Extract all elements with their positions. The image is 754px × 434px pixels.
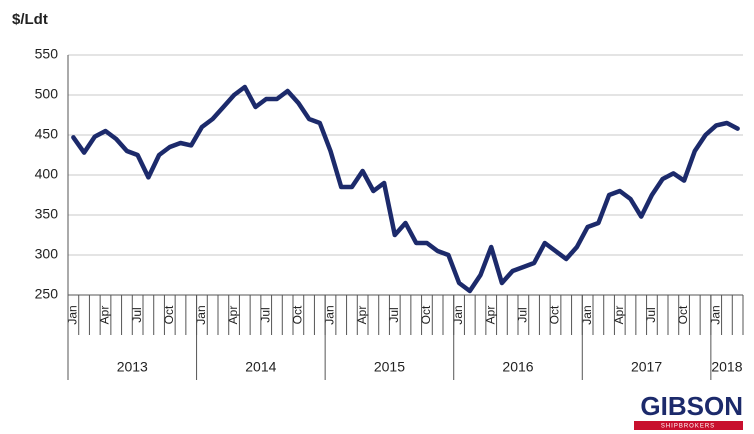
x-tick-label: Oct (162, 305, 176, 324)
x-tick-label: Jan (66, 305, 80, 324)
y-tick-label: 500 (35, 86, 59, 102)
group-label: 2018 (711, 359, 742, 375)
x-tick-label: Jul (130, 307, 144, 322)
group-label: 2014 (245, 359, 276, 375)
logo-tagline: SHIPBROKERS (661, 424, 715, 430)
x-tick-label: Oct (548, 305, 562, 324)
x-tick-label: Oct (676, 305, 690, 324)
group-label: 2016 (502, 359, 533, 375)
x-tick-label: Jul (644, 307, 658, 322)
x-tick-label: Jul (516, 307, 530, 322)
x-tick-label: Apr (483, 306, 497, 325)
x-tick-label: Apr (355, 306, 369, 325)
x-tick-label: Oct (419, 305, 433, 324)
y-axis-label: $/Ldt (12, 11, 48, 28)
y-tick-label: 400 (35, 166, 59, 182)
y-tick-label: 300 (35, 246, 59, 262)
x-tick-label: Jan (194, 305, 208, 324)
x-tick-label: Jul (258, 307, 272, 322)
x-tick-label: Oct (291, 305, 305, 324)
x-tick-label: Apr (612, 306, 626, 325)
y-tick-label: 450 (35, 126, 59, 142)
logo-bar (634, 421, 743, 430)
x-tick-label: Jan (708, 305, 722, 324)
group-label: 2017 (631, 359, 662, 375)
x-tick-label: Jan (580, 305, 594, 324)
x-tick-label: Jan (451, 305, 465, 324)
x-tick-label: Jul (387, 307, 401, 322)
y-tick-label: 350 (35, 206, 59, 222)
x-tick-label: Apr (226, 306, 240, 325)
line (71, 84, 740, 294)
y-tick-label: 550 (35, 46, 59, 62)
y-tick-label: 250 (35, 286, 59, 302)
logo-name: GIBSON (640, 391, 743, 421)
x-tick-label: Apr (98, 306, 112, 325)
group-label: 2015 (374, 359, 405, 375)
x-tick-label: Jan (323, 305, 337, 324)
group-label: 2013 (117, 359, 148, 375)
